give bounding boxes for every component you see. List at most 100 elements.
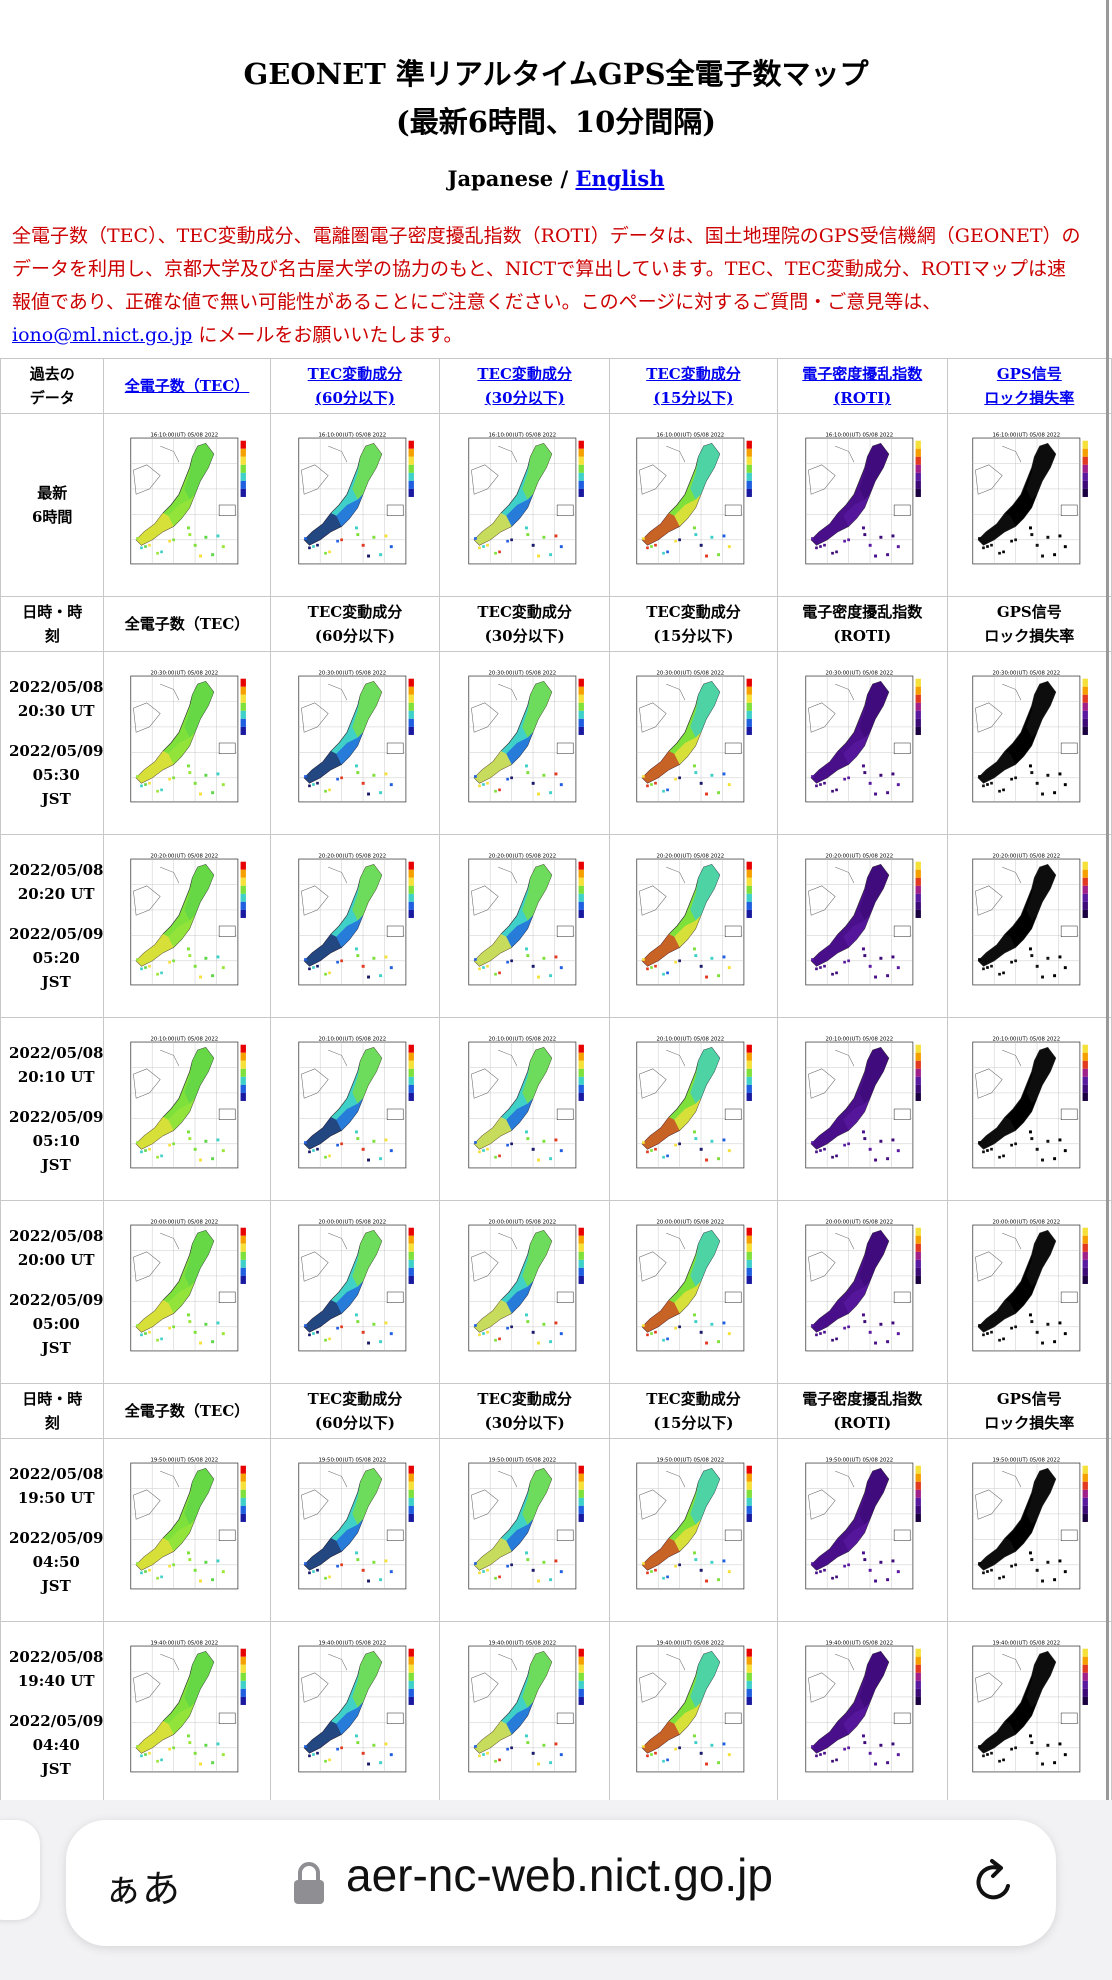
map-thumbnail[interactable]: 16:10:00(UT) 05/08 2022 [626, 430, 760, 580]
map-cell[interactable]: 20:10:00(UT) 05/08 2022 [776, 1017, 948, 1201]
map-thumbnail[interactable]: 19:40:00(UT) 05/08 2022 [962, 1638, 1096, 1788]
map-thumbnail[interactable]: 20:00:00(UT) 05/08 2022 [120, 1217, 254, 1367]
map-cell[interactable]: 19:50:00(UT) 05/08 2022 [776, 1438, 948, 1622]
map-thumbnail[interactable]: 20:00:00(UT) 05/08 2022 [795, 1217, 929, 1367]
map-thumbnail[interactable]: 19:40:00(UT) 05/08 2022 [288, 1638, 422, 1788]
tab-switcher-pill[interactable] [0, 1820, 40, 1920]
map-thumbnail[interactable]: 19:50:00(UT) 05/08 2022 [458, 1455, 592, 1605]
map-thumbnail[interactable]: 20:30:00(UT) 05/08 2022 [795, 668, 929, 818]
map-thumbnail[interactable]: 20:10:00(UT) 05/08 2022 [626, 1034, 760, 1184]
map-cell[interactable]: 20:30:00(UT) 05/08 2022 [946, 651, 1112, 835]
map-cell[interactable]: 16:10:00(UT) 05/08 2022 [609, 413, 778, 597]
map-thumbnail[interactable]: 20:20:00(UT) 05/08 2022 [795, 851, 929, 1001]
map-cell[interactable]: 16:10:00(UT) 05/08 2022 [103, 413, 271, 597]
map-thumbnail[interactable]: 20:10:00(UT) 05/08 2022 [962, 1034, 1096, 1184]
map-cell[interactable]: 20:20:00(UT) 05/08 2022 [609, 834, 778, 1018]
page-scrollbar[interactable] [1106, 0, 1109, 1800]
map-cell[interactable]: 20:00:00(UT) 05/08 2022 [439, 1200, 610, 1384]
map-thumbnail[interactable]: 16:10:00(UT) 05/08 2022 [458, 430, 592, 580]
map-cell[interactable]: 20:10:00(UT) 05/08 2022 [103, 1017, 271, 1201]
map-cell[interactable]: 19:40:00(UT) 05/08 2022 [946, 1621, 1112, 1800]
map-cell[interactable]: 20:10:00(UT) 05/08 2022 [269, 1017, 441, 1201]
map-cell[interactable]: 20:30:00(UT) 05/08 2022 [439, 651, 610, 835]
map-cell[interactable]: 19:50:00(UT) 05/08 2022 [103, 1438, 271, 1622]
map-cell[interactable]: 19:50:00(UT) 05/08 2022 [439, 1438, 610, 1622]
reload-icon[interactable] [968, 1856, 1020, 1908]
column-link[interactable]: TEC変動成分 (15分以下) [610, 362, 777, 410]
column-link[interactable]: 全電子数（TEC） [104, 374, 269, 398]
map-cell[interactable]: 20:10:00(UT) 05/08 2022 [946, 1017, 1112, 1201]
map-cell[interactable]: 20:20:00(UT) 05/08 2022 [439, 834, 610, 1018]
map-thumbnail[interactable]: 20:30:00(UT) 05/08 2022 [288, 668, 422, 818]
map-cell[interactable]: 19:40:00(UT) 05/08 2022 [103, 1621, 271, 1800]
map-cell[interactable]: 16:10:00(UT) 05/08 2022 [269, 413, 441, 597]
map-thumbnail[interactable]: 20:30:00(UT) 05/08 2022 [962, 668, 1096, 818]
map-thumbnail[interactable]: 20:10:00(UT) 05/08 2022 [288, 1034, 422, 1184]
map-thumbnail[interactable]: 20:10:00(UT) 05/08 2022 [795, 1034, 929, 1184]
column-header-0[interactable]: 全電子数（TEC） [103, 358, 271, 414]
map-cell[interactable]: 20:20:00(UT) 05/08 2022 [103, 834, 271, 1018]
map-thumbnail[interactable]: 20:20:00(UT) 05/08 2022 [962, 851, 1096, 1001]
email-link[interactable]: iono@ml.nict.go.jp [12, 324, 193, 346]
map-thumbnail[interactable]: 20:20:00(UT) 05/08 2022 [458, 851, 592, 1001]
map-cell[interactable]: 19:50:00(UT) 05/08 2022 [609, 1438, 778, 1622]
map-thumbnail[interactable]: 16:10:00(UT) 05/08 2022 [795, 430, 929, 580]
map-cell[interactable]: 20:10:00(UT) 05/08 2022 [439, 1017, 610, 1201]
map-cell[interactable]: 16:10:00(UT) 05/08 2022 [776, 413, 948, 597]
map-thumbnail[interactable]: 20:10:00(UT) 05/08 2022 [120, 1034, 254, 1184]
map-thumbnail[interactable]: 16:10:00(UT) 05/08 2022 [962, 430, 1096, 580]
map-cell[interactable]: 19:40:00(UT) 05/08 2022 [776, 1621, 948, 1800]
map-cell[interactable]: 19:40:00(UT) 05/08 2022 [609, 1621, 778, 1800]
map-thumbnail[interactable]: 19:50:00(UT) 05/08 2022 [120, 1455, 254, 1605]
map-cell[interactable]: 19:40:00(UT) 05/08 2022 [439, 1621, 610, 1800]
map-thumbnail[interactable]: 20:00:00(UT) 05/08 2022 [962, 1217, 1096, 1367]
map-cell[interactable]: 20:00:00(UT) 05/08 2022 [103, 1200, 271, 1384]
map-thumbnail[interactable]: 16:10:00(UT) 05/08 2022 [288, 430, 422, 580]
reader-options-button[interactable]: ぁあ [104, 1867, 181, 1911]
map-thumbnail[interactable]: 20:00:00(UT) 05/08 2022 [288, 1217, 422, 1367]
map-thumbnail[interactable]: 19:40:00(UT) 05/08 2022 [626, 1638, 760, 1788]
map-thumbnail[interactable]: 20:00:00(UT) 05/08 2022 [458, 1217, 592, 1367]
map-cell[interactable]: 20:00:00(UT) 05/08 2022 [269, 1200, 441, 1384]
map-cell[interactable]: 20:00:00(UT) 05/08 2022 [609, 1200, 778, 1384]
map-cell[interactable]: 20:00:00(UT) 05/08 2022 [946, 1200, 1112, 1384]
map-thumbnail[interactable]: 20:30:00(UT) 05/08 2022 [626, 668, 760, 818]
map-cell[interactable]: 16:10:00(UT) 05/08 2022 [946, 413, 1112, 597]
lang-english-link[interactable]: English [575, 166, 665, 191]
map-thumbnail[interactable]: 20:20:00(UT) 05/08 2022 [626, 851, 760, 1001]
map-cell[interactable]: 20:20:00(UT) 05/08 2022 [776, 834, 948, 1018]
map-cell[interactable]: 19:50:00(UT) 05/08 2022 [946, 1438, 1112, 1622]
column-link[interactable]: GPS信号 ロック損失率 [948, 362, 1111, 410]
column-header-5[interactable]: GPS信号 ロック損失率 [946, 358, 1112, 414]
map-cell[interactable]: 20:30:00(UT) 05/08 2022 [609, 651, 778, 835]
column-link[interactable]: 電子密度擾乱指数 (ROTI) [778, 362, 947, 410]
map-thumbnail[interactable]: 19:50:00(UT) 05/08 2022 [626, 1455, 760, 1605]
map-thumbnail[interactable]: 20:10:00(UT) 05/08 2022 [458, 1034, 592, 1184]
map-cell[interactable]: 16:10:00(UT) 05/08 2022 [439, 413, 610, 597]
map-cell[interactable]: 20:10:00(UT) 05/08 2022 [609, 1017, 778, 1201]
address-bar[interactable]: ぁあ aer-nc-web.nict.go.jp [66, 1820, 1056, 1946]
map-cell[interactable]: 20:20:00(UT) 05/08 2022 [946, 834, 1112, 1018]
column-link[interactable]: TEC変動成分 (60分以下) [271, 362, 440, 410]
map-cell[interactable]: 20:00:00(UT) 05/08 2022 [776, 1200, 948, 1384]
column-header-2[interactable]: TEC変動成分 (30分以下) [439, 358, 610, 414]
map-cell[interactable]: 19:50:00(UT) 05/08 2022 [269, 1438, 441, 1622]
map-thumbnail[interactable]: 19:40:00(UT) 05/08 2022 [795, 1638, 929, 1788]
map-thumbnail[interactable]: 16:10:00(UT) 05/08 2022 [120, 430, 254, 580]
map-cell[interactable]: 19:40:00(UT) 05/08 2022 [269, 1621, 441, 1800]
map-thumbnail[interactable]: 19:50:00(UT) 05/08 2022 [288, 1455, 422, 1605]
map-thumbnail[interactable]: 20:00:00(UT) 05/08 2022 [626, 1217, 760, 1367]
column-header-3[interactable]: TEC変動成分 (15分以下) [609, 358, 778, 414]
map-thumbnail[interactable]: 20:20:00(UT) 05/08 2022 [288, 851, 422, 1001]
map-cell[interactable]: 20:30:00(UT) 05/08 2022 [776, 651, 948, 835]
map-thumbnail[interactable]: 19:40:00(UT) 05/08 2022 [120, 1638, 254, 1788]
map-thumbnail[interactable]: 19:40:00(UT) 05/08 2022 [458, 1638, 592, 1788]
map-thumbnail[interactable]: 20:20:00(UT) 05/08 2022 [120, 851, 254, 1001]
map-cell[interactable]: 20:20:00(UT) 05/08 2022 [269, 834, 441, 1018]
map-thumbnail[interactable]: 19:50:00(UT) 05/08 2022 [962, 1455, 1096, 1605]
map-cell[interactable]: 20:30:00(UT) 05/08 2022 [103, 651, 271, 835]
map-thumbnail[interactable]: 20:30:00(UT) 05/08 2022 [458, 668, 592, 818]
map-thumbnail[interactable]: 20:30:00(UT) 05/08 2022 [120, 668, 254, 818]
map-cell[interactable]: 20:30:00(UT) 05/08 2022 [269, 651, 441, 835]
column-header-4[interactable]: 電子密度擾乱指数 (ROTI) [776, 358, 948, 414]
